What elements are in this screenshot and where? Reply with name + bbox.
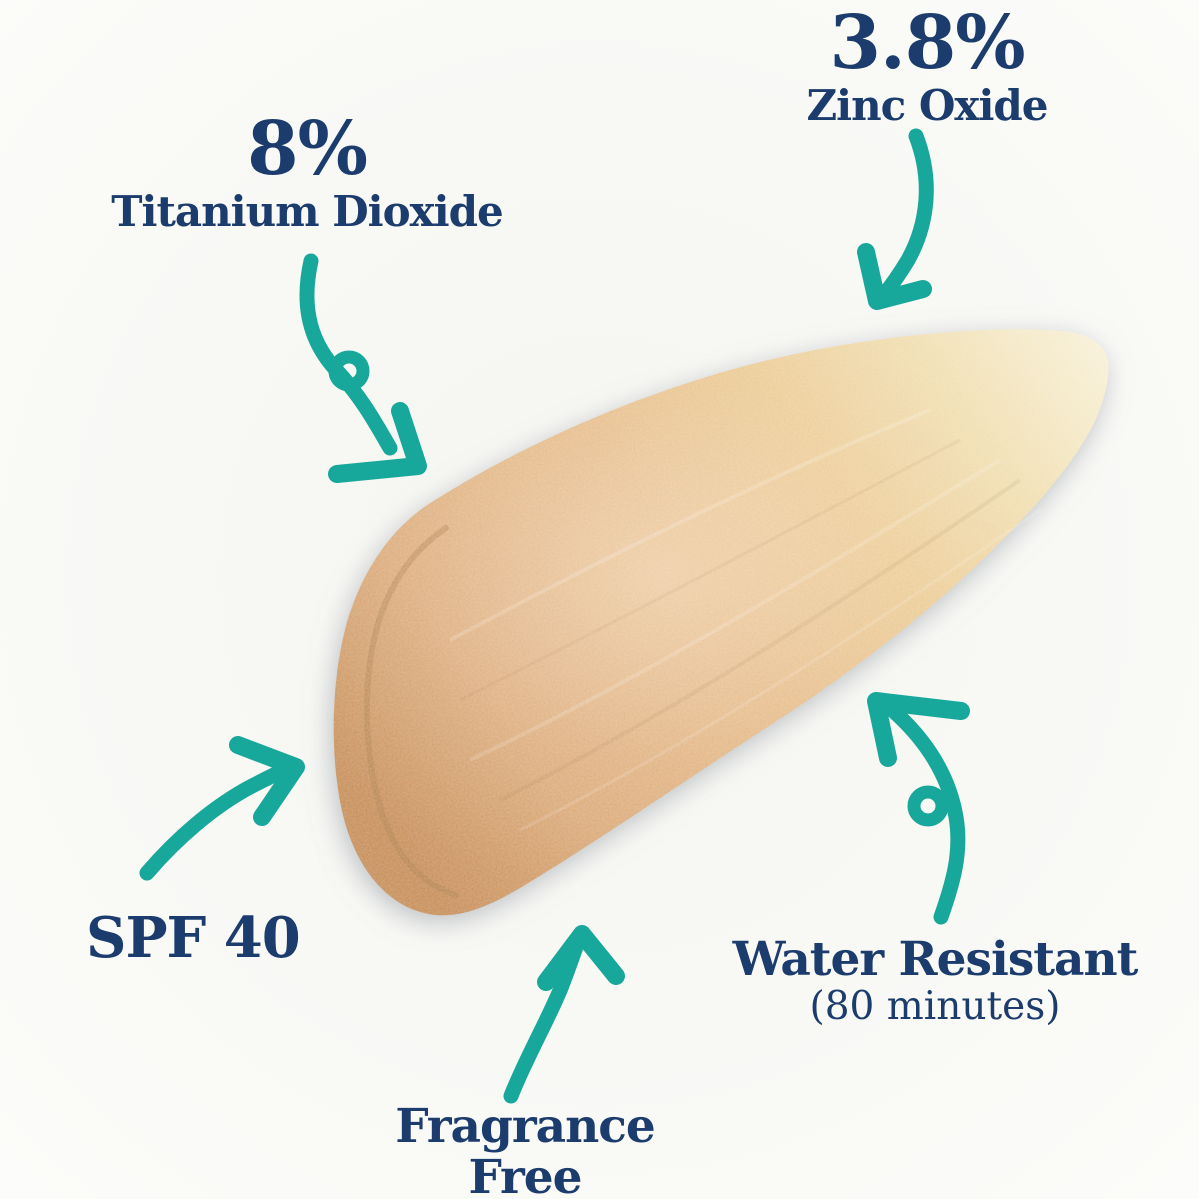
titanium-dioxide-percentage: 8% (247, 106, 368, 192)
titanium-dioxide-label: 8% Titanium Dioxide (97, 106, 517, 237)
fragrance-free-label: Fragrance Free (355, 1099, 695, 1199)
water-resistant-title: Water Resistant (732, 932, 1139, 987)
zinc-oxide-percentage: 3.8% (829, 0, 1025, 86)
swatch-texture-grain (333, 329, 1109, 916)
fragrance-curved-arrow-icon (503, 925, 625, 1104)
fragrance-free-line2: Free (468, 1149, 582, 1199)
zinc-curved-arrow-icon (857, 128, 934, 310)
zinc-oxide-label: 3.8% Zinc Oxide (727, 0, 1127, 131)
spf-label: SPF 40 (86, 905, 301, 971)
spf-curved-arrow-icon (139, 736, 305, 881)
titanium-curved-arrow-icon (299, 253, 427, 483)
titanium-dioxide-name: Titanium Dioxide (111, 187, 503, 237)
zinc-oxide-name: Zinc Oxide (806, 81, 1048, 131)
water-resistant-duration: (80 minutes) (809, 983, 1061, 1029)
water-resistant-label: Water Resistant (80 minutes) (705, 936, 1165, 1027)
water-resistant-curved-arrow-icon (867, 692, 970, 925)
fragrance-free-line1: Fragrance (395, 1099, 656, 1154)
